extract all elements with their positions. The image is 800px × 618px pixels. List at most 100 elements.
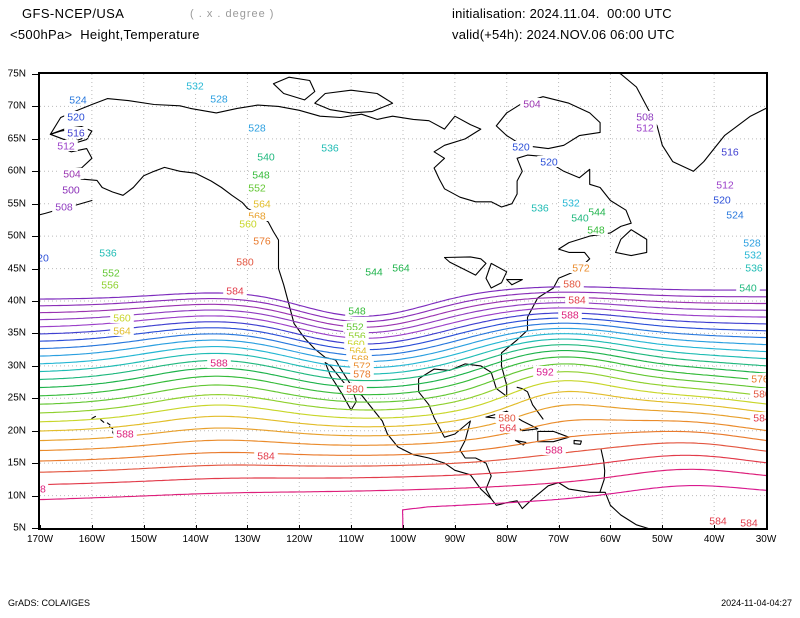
- contour-label: 524: [69, 95, 87, 107]
- contour-label: 500: [62, 185, 80, 197]
- level-field-label: <500hPa> Height,Temperature: [10, 27, 200, 42]
- contour-label: 584: [568, 295, 586, 307]
- x-axis-tick-label: 50W: [652, 534, 673, 545]
- contour-label: 544: [365, 267, 383, 279]
- contour-label: 572: [572, 263, 590, 275]
- contour-label: 520: [512, 142, 530, 154]
- contour-label: 512: [57, 141, 75, 153]
- contour-label: 588: [116, 429, 134, 441]
- y-axis-tick-label: 25N: [7, 392, 26, 404]
- contour-label: 580: [346, 384, 364, 396]
- x-axis-tick-label: 40W: [703, 534, 725, 545]
- contour-label: 576: [751, 374, 766, 386]
- x-axis-tick-label: 110W: [338, 534, 364, 545]
- x-axis-tick: [662, 525, 664, 530]
- contour-label: 508: [636, 112, 654, 124]
- contour-label: 584: [226, 286, 244, 298]
- contour-label: 544: [588, 207, 606, 219]
- contour-label: 564: [253, 199, 271, 211]
- contour-label: 564: [499, 423, 517, 435]
- y-axis-tick-label: 45N: [7, 263, 26, 275]
- contour-label: 88: [40, 484, 46, 496]
- y-axis-tick: [32, 171, 38, 173]
- contour-label: 540: [739, 283, 757, 295]
- x-axis-tick: [299, 525, 301, 530]
- contour-label: 524: [726, 210, 744, 222]
- grid-resolution-label: ( . x . degree ): [190, 8, 275, 20]
- contour-label: 532: [562, 198, 580, 210]
- x-axis-tick: [247, 525, 249, 530]
- contour-label: 528: [248, 123, 266, 135]
- contour-label: 584: [753, 413, 766, 425]
- y-axis-tick: [32, 430, 38, 432]
- contour-label: 536: [745, 263, 763, 275]
- credit-label: GrADS: COLA/IGES: [8, 598, 91, 608]
- contour-label: 520: [713, 195, 731, 207]
- y-axis-tick-label: 20N: [7, 425, 26, 437]
- x-axis-tick: [558, 525, 560, 530]
- contour-label: 532: [186, 81, 204, 93]
- x-axis-tick: [454, 525, 456, 530]
- y-axis-tick-label: 50N: [7, 230, 26, 242]
- x-axis-tick: [714, 525, 716, 530]
- y-axis-tick-label: 70N: [7, 100, 26, 112]
- contour-label: 536: [531, 203, 549, 215]
- contour-label: 540: [257, 152, 275, 164]
- y-axis-tick: [32, 365, 38, 367]
- contour-label: 584: [740, 518, 758, 529]
- contour-label: 528: [210, 94, 228, 106]
- contour-label: 516: [721, 147, 739, 159]
- x-axis-tick: [403, 525, 404, 530]
- initialisation-time-label: initialisation: 2024.11.04. 00:00 UTC: [452, 6, 672, 21]
- x-axis-tick-label: 60W: [600, 534, 621, 545]
- contour-label: 592: [536, 367, 554, 379]
- contour-label: 528: [743, 238, 761, 250]
- x-axis-tick: [610, 525, 612, 530]
- contour-label: 564: [113, 326, 131, 338]
- y-axis-tick-label: 35N: [7, 327, 26, 339]
- y-axis-tick: [32, 333, 38, 335]
- y-axis-tick-label: 60N: [7, 165, 26, 177]
- contour-label: 532: [744, 250, 762, 262]
- x-axis-tick: [143, 525, 145, 530]
- x-axis-tick-label: 160W: [78, 534, 105, 545]
- y-axis-tick: [32, 495, 38, 497]
- y-axis-tick-label: 65N: [7, 133, 26, 145]
- contour-label: 584: [709, 516, 727, 528]
- contour-label: 580: [563, 279, 581, 291]
- y-axis-tick: [32, 301, 38, 302]
- y-axis-tick-label: 10N: [7, 490, 26, 502]
- y-axis-tick-label: 75N: [7, 68, 26, 80]
- x-axis-tick: [506, 525, 508, 530]
- valid-time-label: valid(+54h): 2024.NOV.06 06:00 UTC: [452, 27, 675, 42]
- contour-label: 540: [571, 213, 589, 225]
- contour-label: 504: [63, 169, 81, 181]
- y-axis-tick: [32, 138, 38, 140]
- contour-label: 584: [257, 451, 275, 463]
- contour-lines-group: [40, 286, 766, 528]
- contour-label: 512: [636, 123, 654, 135]
- x-axis-tick-label: 100W: [389, 534, 417, 545]
- contour-label: 520: [67, 112, 85, 124]
- x-axis-tick: [40, 525, 41, 530]
- contour-label: 548: [348, 306, 366, 318]
- x-axis-tick-label: 90W: [444, 534, 466, 545]
- y-axis-tick: [32, 236, 38, 238]
- contour-label: 580: [498, 413, 516, 425]
- contour-label: 548: [252, 170, 270, 182]
- timestamp-label: 2024-11-04-04:27: [721, 598, 792, 608]
- y-axis-tick: [32, 398, 38, 400]
- contour-label: 576: [253, 236, 271, 248]
- contour-label: 552: [248, 183, 266, 195]
- contour-label: 548: [587, 225, 605, 237]
- y-axis-tick: [32, 463, 38, 465]
- x-axis-tick-label: 70W: [548, 534, 569, 545]
- x-axis-tick-label: 80W: [496, 534, 517, 545]
- x-axis-tick-label: 170W: [26, 534, 54, 545]
- contour-label: 516: [67, 128, 85, 140]
- y-axis-tick: [32, 203, 38, 205]
- x-axis-tick-label: 140W: [182, 534, 209, 545]
